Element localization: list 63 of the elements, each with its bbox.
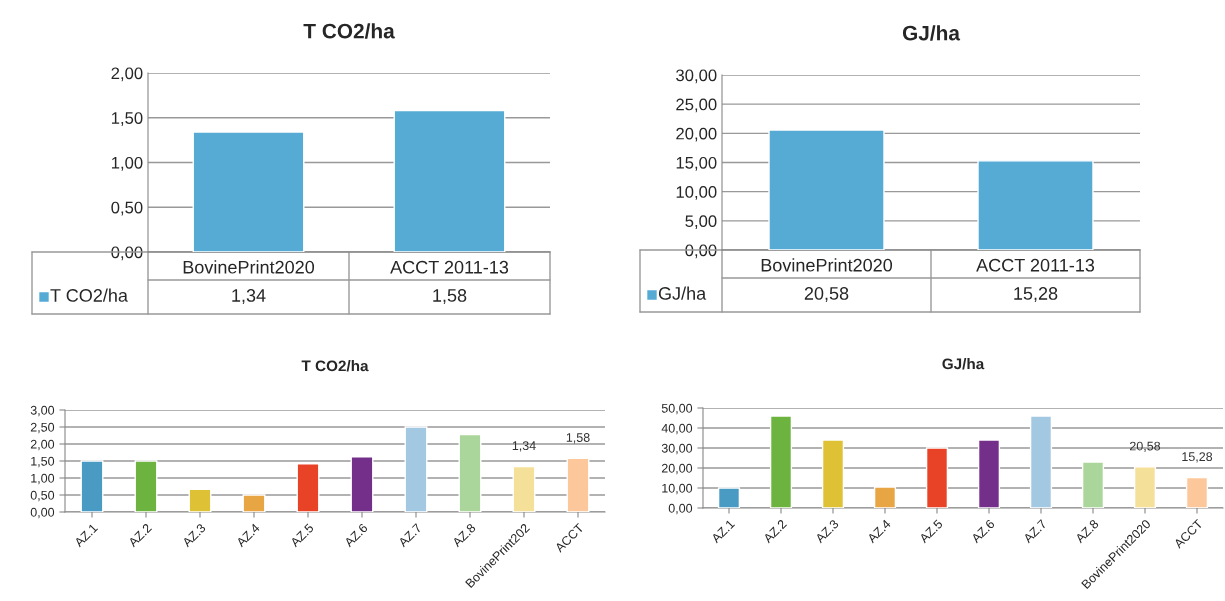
bar [80, 460, 104, 512]
bar [404, 426, 428, 512]
chart-title: T CO2/ha [303, 23, 395, 39]
bar [1133, 466, 1157, 508]
bar [134, 460, 158, 512]
x-tick-label: ACCT 2011-13 [976, 258, 1095, 272]
y-tick-label: 3,00 [30, 405, 55, 417]
bar [188, 488, 212, 512]
y-tick-label: 25,00 [676, 98, 717, 113]
y-tick-label: 30,00 [661, 443, 693, 455]
legend-label: GJ/ha [658, 286, 707, 300]
data-label: 20,58 [1129, 441, 1161, 452]
y-tick-label: 5,00 [685, 215, 717, 230]
chart-title: GJ/ha [902, 25, 961, 41]
bar [873, 486, 897, 508]
bar [925, 447, 949, 508]
data-label: 1,58 [433, 289, 467, 304]
data-label: 1,58 [566, 433, 590, 444]
y-tick-label: 30,00 [676, 69, 717, 84]
bar [1029, 415, 1053, 508]
y-tick-label: 15,00 [676, 156, 717, 171]
bar [977, 439, 1001, 508]
bar [1081, 461, 1105, 508]
legend-label: T CO2/ha [50, 288, 128, 302]
x-tick-label: BovinePrint2020 [761, 258, 893, 272]
bar [566, 457, 590, 512]
y-tick-label: 1,50 [31, 456, 55, 468]
y-tick-label: 0,00 [685, 244, 717, 259]
y-tick-label: 2,00 [111, 67, 143, 82]
bar [350, 456, 374, 512]
y-tick-label: 1,00 [111, 156, 143, 171]
y-tick-label: 0,00 [30, 507, 55, 519]
bar [242, 494, 266, 512]
y-tick-label: 10,00 [662, 483, 693, 495]
y-tick-label: 40,00 [661, 423, 693, 435]
bar [717, 487, 741, 508]
data-label: 15,28 [1182, 452, 1213, 463]
bar [512, 465, 536, 512]
data-label: 1,34 [232, 289, 266, 304]
x-tick-label: ACCT 2011-13 [390, 260, 509, 274]
bar [821, 439, 845, 508]
y-tick-label: 1,00 [31, 473, 55, 485]
y-tick-label: 0,00 [668, 503, 693, 515]
chart-title: GJ/ha [942, 358, 985, 370]
y-tick-label: 20,00 [661, 463, 693, 475]
y-tick-label: 0,50 [30, 490, 55, 502]
chart-title: T CO2/ha [301, 360, 369, 372]
y-tick-label: 10,00 [676, 186, 717, 200]
data-label: 20,58 [804, 287, 849, 302]
y-tick-label: 1,50 [111, 112, 143, 126]
data-label: 1,34 [512, 441, 536, 452]
bar [769, 415, 793, 508]
y-tick-label: 2,00 [30, 439, 55, 451]
y-tick-label: 0,00 [111, 246, 143, 261]
y-tick-label: 50,00 [661, 403, 693, 415]
y-tick-label: 0,50 [111, 201, 143, 216]
bar [296, 463, 320, 512]
data-label: 15,28 [1014, 287, 1058, 302]
y-tick-label: 2,50 [30, 422, 55, 434]
bar [458, 433, 482, 512]
y-tick-label: 20,00 [676, 127, 717, 142]
x-tick-label: BovinePrint2020 [183, 260, 315, 274]
bar [1185, 476, 1209, 508]
